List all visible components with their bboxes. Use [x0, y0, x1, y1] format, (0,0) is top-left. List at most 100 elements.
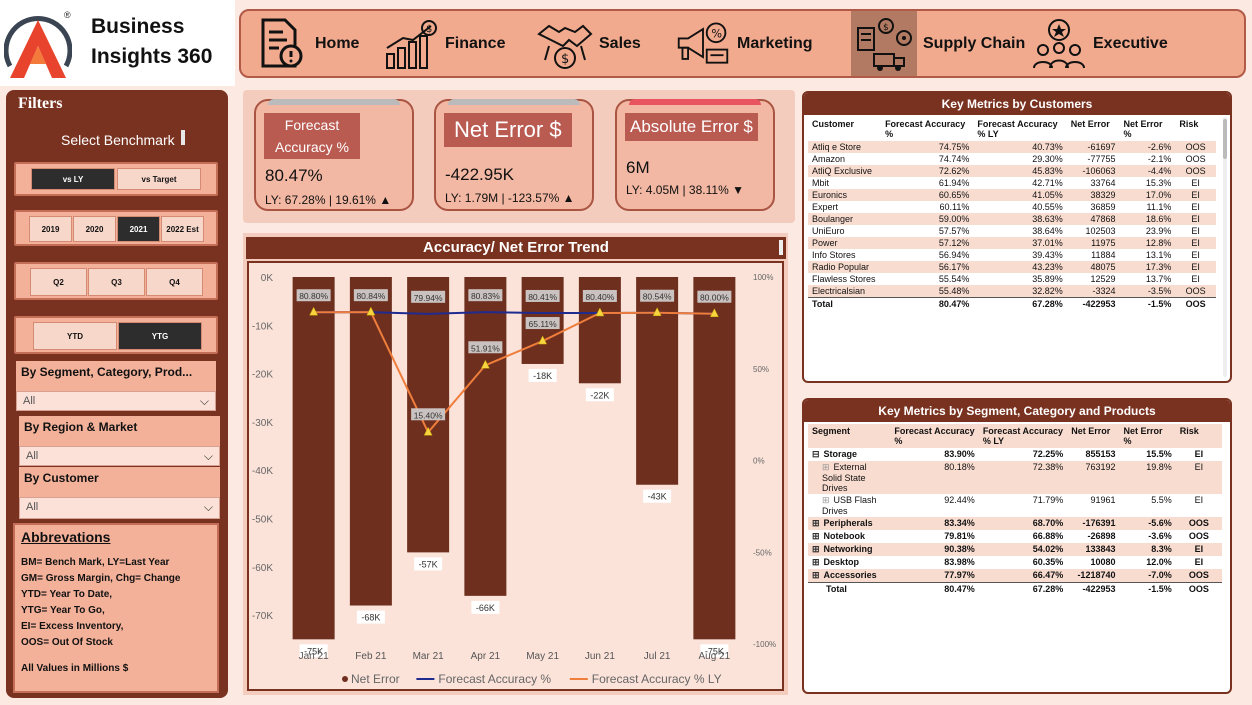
table-row[interactable]: ⊞ External Solid State Drives 80.18% 72.38%… — [808, 461, 1222, 494]
up-arrow-icon: ▲ — [562, 191, 575, 205]
nav-marketing[interactable]: % Marketing — [675, 11, 813, 76]
quarter-q3[interactable]: Q3 — [88, 268, 145, 296]
column-header[interactable]: Net Error % — [1119, 424, 1176, 448]
table-cell: EI — [1194, 495, 1204, 505]
nav-finance[interactable]: $ Finance — [383, 11, 505, 76]
chevron-down-icon: ⌵ — [203, 449, 213, 463]
scrollbar-thumb[interactable] — [1223, 119, 1227, 159]
table-cell: 13.1% — [1145, 250, 1172, 260]
period-ytd[interactable]: YTD — [33, 322, 117, 350]
customer-dropdown[interactable]: By Customer All ⌵ — [19, 467, 220, 519]
table-row[interactable]: ⊞ Desktop 83.98% 60.35% 10080 12.0% EI — [808, 556, 1222, 569]
table-row[interactable]: ⊞ Notebook 79.81% 66.88% -26898 -3.6% OOS — [808, 530, 1222, 543]
column-header[interactable]: Customer — [812, 119, 855, 129]
table-row[interactable]: UniEuro 57.57% 38.64% 102503 23.9% EI — [808, 225, 1216, 237]
table-cell: Flawless Stores — [812, 274, 876, 284]
table-cell: EI — [1191, 202, 1200, 212]
segment-dropdown-value[interactable]: All ⌵ — [16, 391, 216, 411]
table-row[interactable]: Electricalsian 55.48% 32.82% -3324 -3.5% OOS — [808, 285, 1216, 298]
table-row[interactable]: Radio Popular 56.17% 43.23% 48075 17.3% EI — [808, 261, 1216, 273]
collapse-icon[interactable]: ⊟ — [812, 449, 820, 459]
bar — [464, 277, 507, 596]
table-row[interactable]: Amazon 74.74% 29.30% -77755 -2.1% OOS — [808, 153, 1216, 165]
segment-name-cell: ⊞ Accessories — [808, 569, 891, 583]
region-dropdown[interactable]: By Region & Market All ⌵ — [19, 416, 220, 466]
expand-icon[interactable]: ⊞ — [822, 495, 830, 505]
nav-executive[interactable]: Executive — [1031, 11, 1168, 76]
table-row[interactable]: Atliq e Store 74.75% 40.73% -61697 -2.6% OOS — [808, 141, 1216, 153]
table-cell: 74.74% — [938, 154, 970, 164]
column-header[interactable]: Segment — [808, 424, 891, 448]
segment-name: Networking — [823, 544, 873, 554]
table-row[interactable]: Mbit 61.94% 42.71% 33764 15.3% EI — [808, 177, 1216, 189]
x-tick-label: Jun 21 — [585, 651, 615, 662]
expand-icon[interactable]: ⊞ — [812, 570, 820, 580]
column-header[interactable]: Net Error — [1067, 424, 1120, 448]
chart-title: Accuracy/ Net Error Trend — [246, 237, 786, 259]
table-row[interactable]: Expert 60.11% 40.55% 36859 11.1% EI — [808, 201, 1216, 213]
abbr-line: GM= Gross Margin, Chg= Change — [21, 573, 181, 584]
segment-name-cell: ⊞ USB Flash Drives — [808, 494, 890, 517]
table-row[interactable]: ⊟ Storage 83.90% 72.25% 855153 15.5% EI — [808, 448, 1222, 461]
table-row[interactable]: ⊞ Peripherals 83.34% 68.70% -176391 -5.6% OOS — [808, 517, 1222, 530]
table-row[interactable]: Power 57.12% 37.01% 11975 12.8% EI — [808, 237, 1216, 249]
year-2022-est[interactable]: 2022 Est — [161, 216, 204, 242]
column-header[interactable]: Forecast Accuracy % — [885, 119, 966, 139]
table-row[interactable]: Boulanger 59.00% 38.63% 47868 18.6% EI — [808, 213, 1216, 225]
year-2019[interactable]: 2019 — [29, 216, 72, 242]
segment-dropdown[interactable]: By Segment, Category, Prod... All ⌵ — [16, 361, 216, 411]
segment-name: External Solid State Drives — [822, 462, 867, 493]
y2-tick-label: 100% — [753, 273, 773, 282]
column-header[interactable]: Forecast Accuracy % — [890, 424, 979, 448]
expand-icon[interactable]: ⊞ — [812, 544, 820, 554]
bench-vs-target[interactable]: vs Target — [117, 168, 201, 190]
expand-icon[interactable]: ⊞ — [822, 462, 830, 472]
customer-dropdown-value[interactable]: All ⌵ — [19, 497, 220, 519]
table-cell: EI — [1191, 250, 1200, 260]
column-header[interactable]: Risk — [1179, 119, 1199, 129]
data-label: 80.00% — [700, 293, 729, 303]
nav-supply-chain[interactable]: $ Supply Chain — [851, 11, 1025, 76]
table-row[interactable]: ⊞ Accessories 77.97% 66.47% -1218740 -7.0% OOS — [808, 569, 1222, 583]
table-cell: EI — [1175, 543, 1222, 556]
expand-icon[interactable]: ⊞ — [812, 557, 820, 567]
expand-icon[interactable]: ⊞ — [812, 518, 820, 528]
kpi-ly: LY: 4.05M | 38.11% ▼ — [626, 183, 744, 197]
table-cell: 17.3% — [1119, 261, 1176, 273]
expand-icon[interactable]: ⊞ — [812, 531, 820, 541]
table-cell: EI — [1175, 237, 1216, 249]
y-tick-label: -70K — [252, 611, 273, 622]
kpi-net-error: Net Error $ -422.95K LY: 1.79M | -123.57… — [434, 99, 594, 211]
table-row[interactable]: ⊞ USB Flash Drives 92.44% 71.79% 91961 5.5% EI — [808, 494, 1222, 517]
nav-sales[interactable]: $ Sales — [537, 11, 641, 76]
quarter-q4[interactable]: Q4 — [146, 268, 203, 296]
column-header[interactable]: Net Error % — [1123, 119, 1163, 139]
year-2020[interactable]: 2020 — [73, 216, 116, 242]
year-2021[interactable]: 2021 — [117, 216, 160, 242]
total-cell: -1.5% — [1119, 582, 1176, 595]
table-cell: -1218740 — [1067, 569, 1120, 583]
bench-vs-ly[interactable]: vs LY — [31, 168, 115, 190]
table-row[interactable]: ⊞ Networking 90.38% 54.02% 133843 8.3% EI — [808, 543, 1222, 556]
kpi-zone: Forecast Accuracy % 80.47% LY: 67.28% | … — [243, 90, 795, 223]
table-cell: 39.43% — [1032, 250, 1063, 260]
chart-area: 0K -10K -20K -30K -40K -50K -60K -70K 100% 50% 0% -… — [247, 261, 784, 691]
period-ytg[interactable]: YTG — [118, 322, 202, 350]
team-icon — [1031, 16, 1087, 72]
column-header[interactable]: Forecast Accuracy % LY — [977, 119, 1058, 139]
scrollbar-track[interactable] — [1223, 117, 1227, 377]
column-header[interactable]: Risk — [1175, 424, 1222, 448]
quarter-q2[interactable]: Q2 — [30, 268, 87, 296]
column-header[interactable]: Forecast Accuracy % LY — [978, 424, 1068, 448]
nav-home[interactable]: Home — [253, 11, 359, 76]
table-row[interactable]: Info Stores 56.94% 39.43% 11884 13.1% EI — [808, 249, 1216, 261]
table-cell: 15.3% — [1145, 178, 1172, 188]
region-dropdown-value[interactable]: All ⌵ — [19, 446, 220, 466]
table-row[interactable]: Flawless Stores 55.54% 35.89% 12529 13.7% EI — [808, 273, 1216, 285]
table-cell: -2.6% — [1119, 141, 1176, 153]
table-row[interactable]: Euronics 60.65% 41.05% 38329 17.0% EI — [808, 189, 1216, 201]
down-arrow-icon: ▼ — [732, 183, 744, 197]
table-row[interactable]: AtliQ Exclusive 72.62% 45.83% -106063 -4.4% O… — [808, 165, 1216, 177]
column-header[interactable]: Net Error — [1070, 119, 1110, 129]
table-cell: -2.1% — [1147, 154, 1172, 164]
